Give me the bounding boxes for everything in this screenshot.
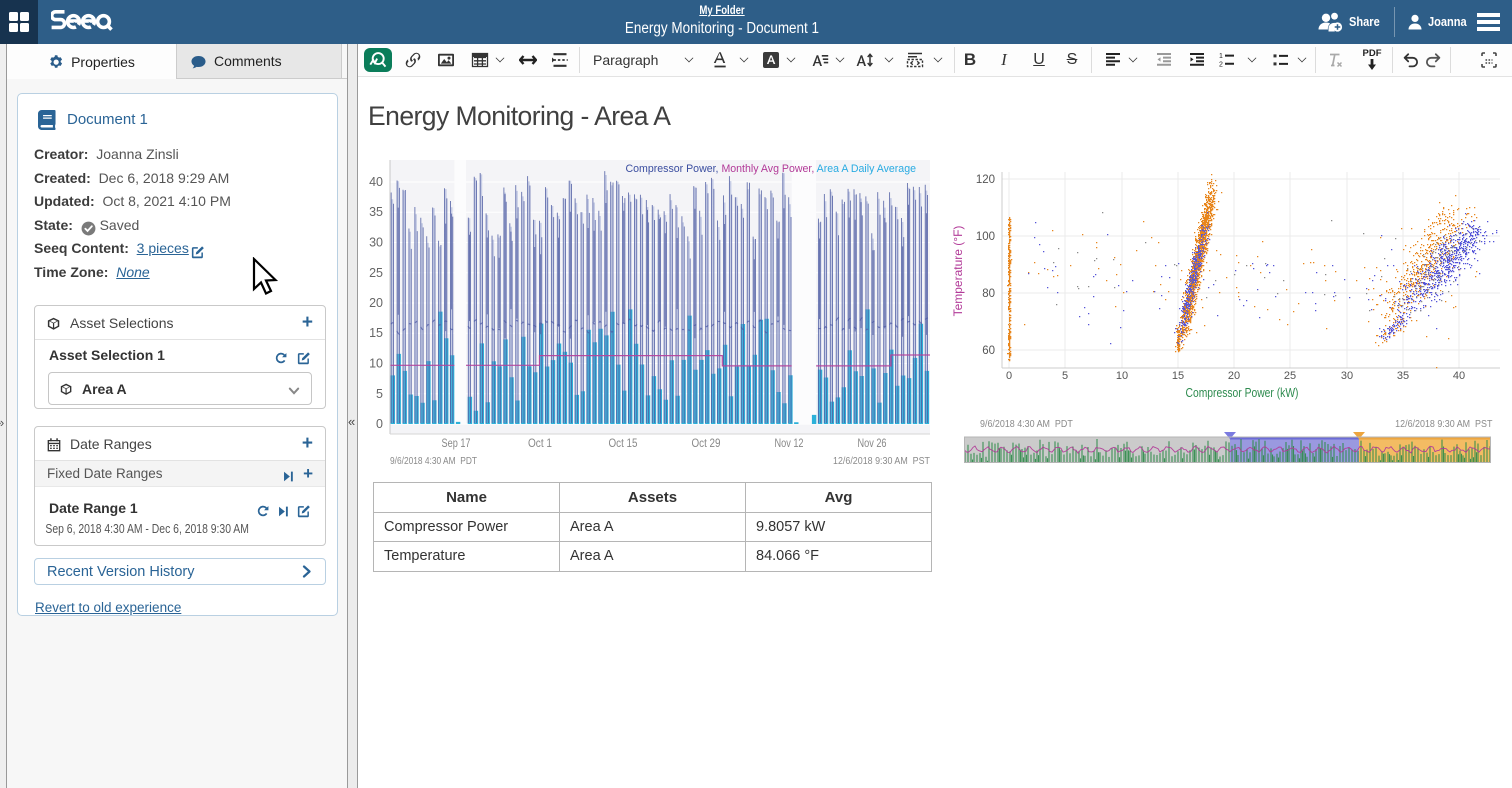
- svg-text:20: 20: [1228, 370, 1240, 382]
- svg-text:25: 25: [369, 266, 383, 280]
- svg-text:25: 25: [1284, 370, 1296, 382]
- svg-text:60: 60: [982, 345, 995, 357]
- svg-text:0: 0: [376, 417, 383, 431]
- svg-text:Temperature (°F): Temperature (°F): [952, 226, 965, 317]
- svg-text:15: 15: [369, 326, 383, 340]
- svg-text:Compressor Power (kW): Compressor Power (kW): [1186, 386, 1299, 400]
- svg-text:Oct 1: Oct 1: [528, 436, 552, 450]
- svg-text:80: 80: [982, 288, 995, 300]
- svg-text:10: 10: [1116, 370, 1128, 382]
- svg-text:Nov 12: Nov 12: [775, 436, 804, 450]
- svg-text:40: 40: [369, 175, 383, 189]
- svg-text:5: 5: [1062, 370, 1068, 382]
- svg-text:9/6/2018 4:30 AM PDT: 9/6/2018 4:30 AM PDT: [390, 455, 477, 467]
- svg-text:40: 40: [1453, 370, 1465, 382]
- svg-text:2: 2: [1219, 62, 1223, 69]
- svg-text:Oct 29: Oct 29: [692, 436, 721, 450]
- svg-text:Oct 15: Oct 15: [609, 436, 638, 450]
- svg-text:15: 15: [1172, 370, 1184, 382]
- svg-text:1: 1: [1219, 53, 1223, 60]
- svg-text:100: 100: [976, 231, 995, 243]
- svg-text:20: 20: [369, 296, 383, 310]
- svg-text:35: 35: [1397, 370, 1409, 382]
- svg-text:120: 120: [976, 174, 995, 186]
- svg-text:12/6/2018 9:30 AM PST: 12/6/2018 9:30 AM PST: [833, 455, 930, 467]
- svg-text:10: 10: [369, 357, 383, 371]
- svg-text:5: 5: [376, 387, 383, 401]
- svg-text:Compressor Power, Monthly Avg: Compressor Power, Monthly Avg Power, Are…: [625, 163, 916, 175]
- svg-text:35: 35: [369, 205, 383, 219]
- svg-text:Sep 17: Sep 17: [442, 436, 471, 450]
- svg-text:Nov 26: Nov 26: [858, 436, 887, 450]
- svg-text:30: 30: [1341, 370, 1353, 382]
- svg-text:0: 0: [1006, 370, 1012, 382]
- svg-text:30: 30: [369, 236, 383, 250]
